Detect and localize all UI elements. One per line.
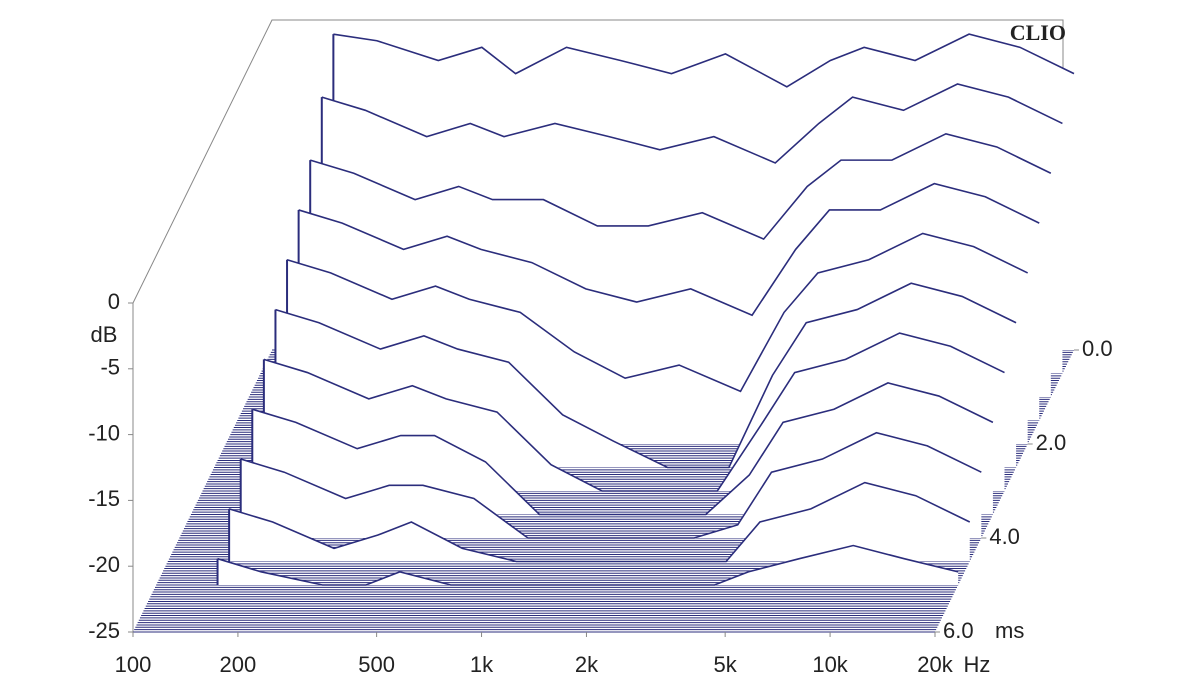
x-tick-label: 500 <box>358 652 395 677</box>
slice-fill <box>229 482 970 562</box>
slices <box>216 33 1075 586</box>
y-tick-label: -25 <box>88 618 120 643</box>
slice-line <box>298 182 1040 317</box>
z-tick-label: 4.0 <box>989 524 1020 549</box>
y-tick-label: -5 <box>100 355 120 380</box>
slice-line <box>240 431 982 539</box>
y-axis-label: dB <box>91 322 118 347</box>
slice-line <box>333 33 1075 88</box>
slice-line <box>228 481 971 563</box>
x-unit: Hz <box>964 652 991 677</box>
brand: CLIO <box>1010 20 1066 45</box>
y-tick-label: 0 <box>108 289 120 314</box>
slice-line <box>263 332 1005 492</box>
x-tick-label: 10k <box>812 652 848 677</box>
slice-line <box>275 282 1017 469</box>
slice-line <box>309 132 1052 241</box>
z-tick-label: 2.0 <box>1036 430 1067 455</box>
x-tick-label: 2k <box>575 652 599 677</box>
slice-fill <box>240 432 982 538</box>
slice-line <box>286 232 1029 393</box>
z-tick-label: 6.0 <box>943 618 974 643</box>
x-tick-label: 5k <box>714 652 738 677</box>
slice-line <box>217 544 959 586</box>
x-tick-label: 200 <box>220 652 257 677</box>
z-tick-label: 0.0 <box>1082 336 1113 361</box>
y-tick-label: -10 <box>88 420 120 445</box>
slice-line <box>252 382 994 516</box>
y-tick-label: -20 <box>88 552 120 577</box>
x-tick-label: 1k <box>470 652 494 677</box>
x-tick-label: 20k <box>917 652 953 677</box>
x-tick-label: 100 <box>115 652 152 677</box>
slice-line <box>321 83 1063 164</box>
y-tick-label: -15 <box>88 486 120 511</box>
slice-fill <box>217 545 959 585</box>
z-unit: ms <box>995 618 1024 643</box>
